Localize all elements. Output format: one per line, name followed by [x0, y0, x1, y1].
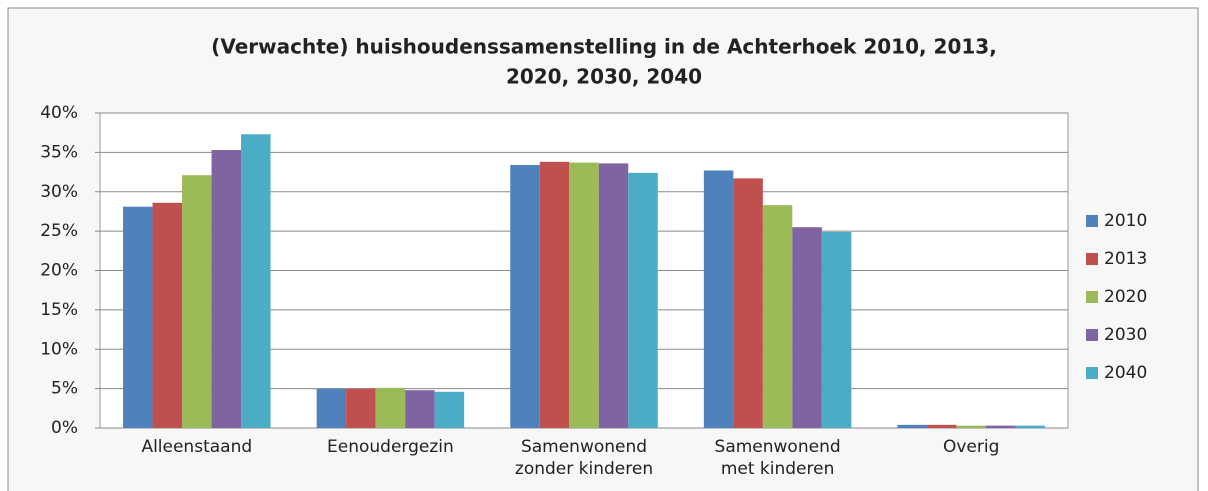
x-tick-label: Alleenstaand: [141, 437, 253, 457]
bar: [926, 424, 957, 428]
x-tick-label: Overig: [942, 437, 1000, 457]
bar: [316, 388, 347, 428]
bar: [211, 150, 242, 428]
y-tick-label: 20%: [40, 261, 78, 281]
legend-label: 2040: [1104, 363, 1147, 383]
bar: [182, 175, 212, 428]
bar: [703, 170, 734, 429]
bar: [569, 162, 599, 429]
bar: [956, 425, 986, 428]
legend-label: 2010: [1104, 211, 1147, 231]
y-tick-label: 35%: [40, 142, 78, 162]
legend-label: 2020: [1104, 287, 1147, 307]
bar: [733, 178, 763, 428]
legend-label: 2030: [1104, 325, 1147, 345]
legend-label: 2013: [1104, 249, 1147, 269]
legend-swatch: [1086, 215, 1098, 227]
bar: [792, 227, 822, 428]
y-tick-label: 30%: [40, 182, 78, 202]
legend-swatch: [1086, 291, 1098, 303]
bar: [375, 387, 406, 428]
legend-swatch: [1086, 253, 1098, 265]
bar: [152, 202, 183, 428]
bar: [123, 206, 153, 428]
x-tick-label: Samenwonend zonder kinderen: [514, 437, 654, 479]
bar: [821, 231, 852, 428]
y-tick-label: 10%: [40, 339, 78, 359]
bar: [510, 164, 540, 428]
bar: [434, 391, 465, 428]
legend-swatch: [1086, 367, 1098, 379]
y-tick-label: 40%: [40, 103, 78, 123]
chart-title: (Verwachte) huishoudenssamenstelling in …: [211, 35, 997, 59]
chart-title: 2020, 2030, 2040: [506, 65, 702, 89]
y-tick-label: 0%: [51, 418, 78, 438]
legend-swatch: [1086, 329, 1098, 341]
bar: [598, 163, 629, 428]
y-tick-label: 5%: [51, 379, 78, 399]
x-tick-label: Samenwonend met kinderen: [714, 437, 841, 479]
bar: [405, 390, 435, 428]
bar: [1015, 425, 1045, 428]
bar: [897, 424, 927, 428]
bar: [539, 161, 570, 428]
bar: [346, 388, 376, 428]
y-tick-label: 15%: [40, 300, 78, 320]
bar: [985, 425, 1016, 428]
bar: [241, 134, 271, 428]
x-tick-label: Eenoudergezin: [327, 437, 454, 457]
bar: [762, 205, 793, 428]
y-tick-label: 25%: [40, 221, 78, 241]
bar: [628, 172, 658, 428]
